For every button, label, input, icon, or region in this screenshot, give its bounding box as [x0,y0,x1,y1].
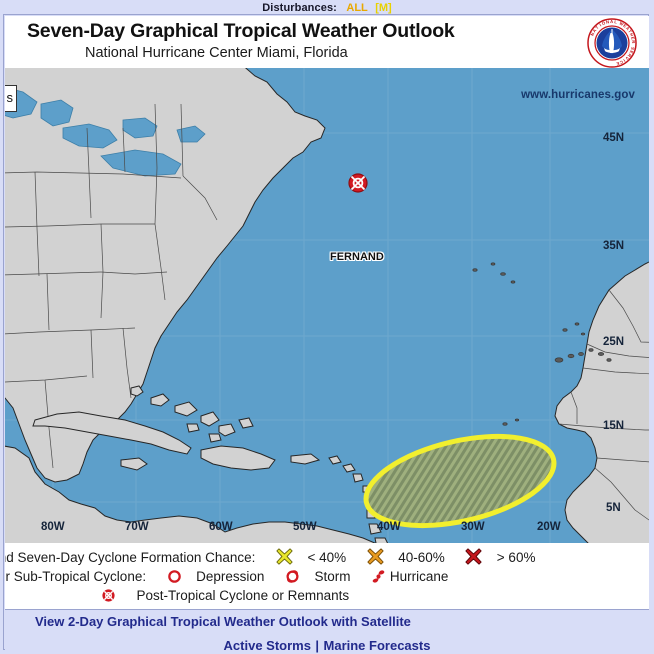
svg-text:W: W [619,21,625,27]
hurricanes-gov-watermark: www.hurricanes.gov [521,89,635,101]
svg-text:A: A [625,26,631,32]
africa-borders [558,289,649,521]
svg-text:N: N [606,19,610,25]
x-marker-orange-icon [367,548,384,565]
svg-text:R: R [627,53,633,58]
lat-label-25n: 25N [603,336,625,348]
land-africa [554,261,649,543]
legend-label-hurricane: Hurricane [389,569,449,584]
lat-label-5n: 5N [606,502,621,514]
x-marker-yellow-icon [276,548,293,565]
svg-text:T: T [594,25,600,31]
svg-text:E: E [616,61,620,67]
legend-chance-label-low: < 40% [307,550,347,565]
legend-label-depression: Depression [196,569,265,584]
legend-post-tropical-row: Post-Tropical Cyclone or Remnants [101,588,349,603]
hurricane-icon [372,570,385,583]
storm-label-fernand: FERNAND [330,251,384,263]
legend-cyclone-row: opical or Sub-Tropical Cyclone: Depressi… [5,569,448,584]
link-active-storms[interactable]: Active Storms [223,638,311,653]
land-south-america [5,445,376,543]
nws-seal-icon: N A T I O N A L W E A T H E R S E [587,18,637,68]
map-edge-tooltip[interactable]: s [5,85,17,112]
land-north-america [5,68,326,483]
svg-text:C: C [619,59,624,65]
outlook-header: Seven-Day Graphical Tropical Weather Out… [5,16,649,68]
legend-label-post-tropical: Post-Tropical Cyclone or Remnants [136,588,350,603]
legend-label-storm: Storm [314,569,351,584]
svg-text:L: L [614,19,618,24]
legend-cyclone-text: opical or Sub-Tropical Cyclone: [5,569,147,584]
svg-text:I: I [598,23,602,28]
disturbances-all-link[interactable]: ALL [346,2,368,14]
atlantic-islands [472,262,612,426]
two-day-outlook-bar: View 2-Day Graphical Tropical Weather Ou… [5,609,649,635]
lon-label-40w: 40W [377,521,401,533]
post-tropical-cyclone-icon [102,589,115,602]
lon-label-20w: 20W [537,521,561,533]
land-caribbean [32,385,389,543]
storm-symbol-fernand[interactable] [348,173,368,193]
disturbances-label: Disturbances: [262,2,337,14]
tropical-storm-icon [286,570,299,583]
admin-borders [5,103,218,469]
svg-text:E: E [622,23,627,29]
lon-label-60w: 60W [209,521,233,533]
page-subtitle: National Hurricane Center Miami, Florida [85,45,348,61]
formation-area-oval[interactable] [357,420,562,541]
disturbances-m-link[interactable]: [M] [375,2,392,14]
lon-label-30w: 30W [461,521,485,533]
svg-text:I: I [622,58,626,63]
svg-text:A: A [591,28,597,33]
map-canvas[interactable] [5,68,649,543]
svg-text:H: H [629,32,635,37]
legend-chance-label-mid: 40-60% [398,550,445,565]
legend-formation-chance-row: nces and Seven-Day Cyclone Formation Cha… [5,548,535,565]
lon-label-80w: 80W [41,521,65,533]
link-two-day-outlook[interactable]: View 2-Day Graphical Tropical Weather Ou… [35,614,411,629]
outlook-panel: Seven-Day Graphical Tropical Weather Out… [3,14,649,654]
depression-circle-icon [167,570,181,583]
svg-text:N: N [589,32,595,37]
svg-text:E: E [630,36,636,40]
page-title: Seven-Day Graphical Tropical Weather Out… [27,20,455,42]
lon-label-50w: 50W [293,521,317,533]
disturbances-bar: Disturbances: ALL [M] [0,0,654,14]
svg-text:E: E [629,50,635,55]
svg-text:R: R [631,40,636,43]
x-marker-red-icon [465,548,482,565]
lat-label-45n: 45N [603,132,625,144]
svg-text:A: A [610,19,613,24]
svg-text:O: O [601,20,607,26]
lat-label-35n: 35N [603,240,625,252]
footer-links-bar: Active Storms | Marine Forecasts [5,634,649,654]
svg-text:T: T [627,29,633,34]
lon-label-70w: 70W [125,521,149,533]
svg-text:S: S [630,47,636,51]
legend-chance-label-high: > 60% [496,550,536,565]
lat-label-15n: 15N [603,420,625,432]
link-marine-forecasts[interactable]: Marine Forecasts [323,638,431,653]
outlook-map[interactable]: www.hurricanes.gov s FERNAND 45N 35N 25N… [5,68,649,543]
legend-formation-chance-text: nces and Seven-Day Cyclone Formation Cha… [5,550,256,565]
map-legend: nces and Seven-Day Cyclone Formation Cha… [5,543,649,609]
link-separator: | [315,638,320,653]
svg-text:V: V [624,55,630,61]
